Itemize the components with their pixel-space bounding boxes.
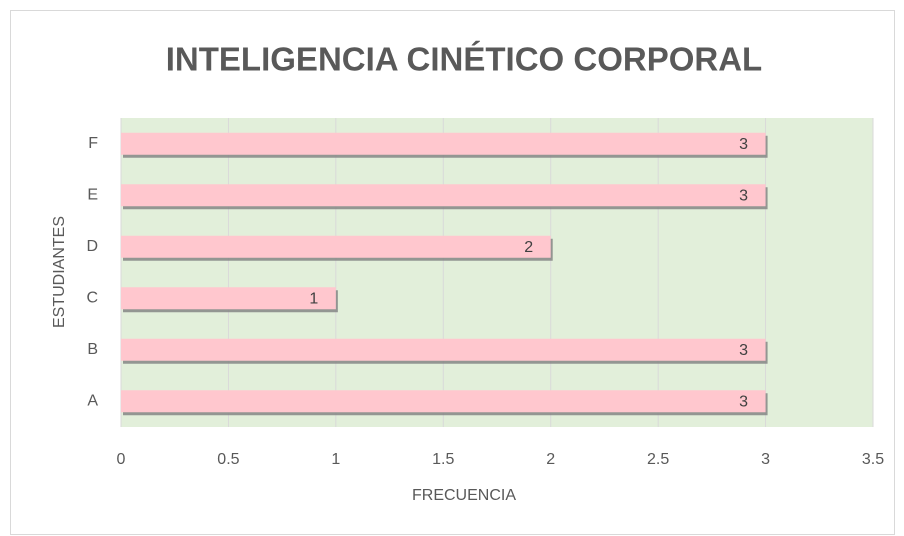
data-label: 2	[524, 239, 533, 256]
data-label: 3	[739, 187, 748, 204]
plot-area	[121, 118, 873, 427]
bar	[121, 338, 766, 361]
x-axis-label: FRECUENCIA	[412, 487, 516, 504]
chart-title: INTELIGENCIA CINÉTICO CORPORAL	[166, 41, 762, 78]
y-tick-label: C	[86, 289, 98, 306]
y-tick-label: D	[86, 238, 98, 255]
data-label: 3	[739, 342, 748, 359]
data-label: 1	[309, 290, 318, 307]
x-tick-label: 1.5	[432, 451, 454, 468]
x-tick-label: 2	[546, 451, 555, 468]
x-tick-label: 3	[761, 451, 770, 468]
x-tick-label: 3.5	[862, 451, 884, 468]
bar	[121, 287, 336, 310]
y-axis-label: ESTUDIANTES	[51, 216, 68, 328]
bar	[121, 390, 766, 413]
y-tick-label: A	[87, 392, 98, 409]
bar	[121, 184, 766, 207]
y-tick-label: B	[87, 341, 98, 358]
x-tick-label: 0	[117, 451, 126, 468]
data-label: 3	[739, 393, 748, 410]
x-tick-label: 2.5	[647, 451, 669, 468]
x-tick-label: 1	[331, 451, 340, 468]
bar	[121, 132, 766, 155]
y-tick-label: F	[88, 135, 98, 152]
x-tick-label: 0.5	[217, 451, 239, 468]
bar	[121, 235, 551, 258]
y-tick-label: E	[87, 186, 98, 203]
data-label: 3	[739, 136, 748, 153]
